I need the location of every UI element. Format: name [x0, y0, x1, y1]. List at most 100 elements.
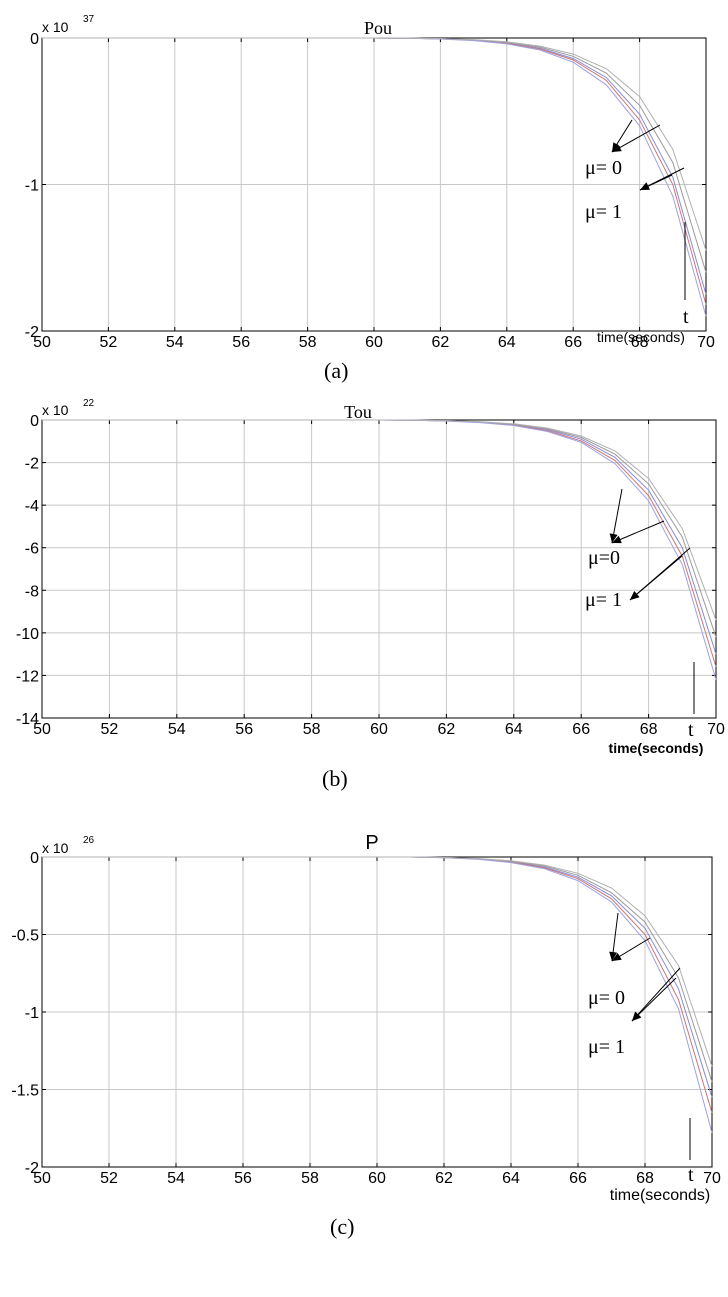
x-tick-label: 50: [33, 721, 51, 738]
exponent-base: x 10: [42, 402, 69, 418]
chart-a: 50 52 54 56 58 60 62 64 66 68 70 0 -1 -2 Pou x 10 37…: [25, 14, 715, 351]
annotation-arrow-line: [611, 124, 661, 153]
y-tick-label: -14: [16, 711, 39, 728]
chart-title: Pou: [364, 18, 392, 38]
exponent-base: x 10: [42, 19, 69, 35]
exponent-power: 22: [83, 398, 95, 409]
x-tick-label: 68: [640, 721, 658, 738]
mu-label-0: μ=0: [588, 547, 620, 569]
y-tick-label: 0: [30, 31, 39, 48]
grid-lines: [42, 857, 712, 1167]
arrowhead-icon: [612, 144, 622, 152]
x-tick-label: 66: [564, 334, 582, 351]
mu-label-1: μ= 1: [585, 589, 622, 611]
x-tick-label: 56: [234, 1170, 252, 1187]
annotations: [611, 119, 686, 300]
annotation-arrow-line: [611, 488, 623, 544]
x-tick-label: 58: [299, 334, 317, 351]
mu-label-1: μ= 1: [588, 1036, 625, 1058]
x-tick-label: 68: [631, 334, 649, 351]
y-tick-label: -1: [25, 178, 39, 195]
x-tick-label: 56: [232, 334, 250, 351]
caption-b: (b): [322, 766, 348, 791]
y-tick-label: -12: [16, 668, 39, 685]
chart-title: P: [365, 832, 378, 854]
annotation-arrow-line: [629, 555, 683, 601]
x-axis-label: time(seconds): [610, 1187, 710, 1204]
annotations: [609, 488, 695, 714]
arrowhead-icon: [609, 951, 618, 961]
caption-c: (c): [330, 1214, 355, 1239]
axis-ticks: [41, 419, 717, 719]
x-tick-label: 62: [432, 334, 450, 351]
y-tick-label: -8: [25, 583, 39, 600]
y-tick-labels: 0 -2 -4 -6 -8 -10 -12 -14: [16, 413, 39, 728]
mu-label-1: μ= 1: [585, 201, 622, 223]
annotation-arrow-line: [631, 967, 681, 1022]
x-tick-label: 70: [707, 721, 725, 738]
x-tick-label: 56: [235, 721, 253, 738]
x-tick-label: 66: [572, 721, 590, 738]
series-line-4: [42, 419, 717, 621]
annotations: [609, 912, 691, 1160]
arrowhead-icon: [612, 952, 622, 961]
grid-lines: [42, 38, 706, 331]
x-tick-label: 54: [168, 721, 186, 738]
y-tick-label: 0: [30, 850, 39, 867]
series-line-4: [42, 856, 713, 1067]
annotation-arrow-line: [631, 977, 677, 1022]
chart-c: 50 52 54 56 58 60 62 64 66 68 70 0 -0.5 -1 -1.5 -2 P x…: [11, 832, 721, 1204]
x-tick-label: 62: [438, 721, 456, 738]
t-label: t: [683, 306, 689, 328]
y-tick-label: -6: [25, 541, 39, 558]
x-tick-label: 68: [636, 1170, 654, 1187]
grid-lines: [42, 420, 716, 718]
x-tick-label: 52: [100, 1170, 118, 1187]
x-tick-label: 52: [100, 334, 118, 351]
y-tick-label: -2: [25, 456, 39, 473]
x-tick-labels: 50 52 54 56 58 60 62 64 66 68 70: [33, 334, 715, 351]
x-tick-label: 64: [498, 334, 516, 351]
y-tick-label: -10: [16, 626, 39, 643]
exponent-power: 37: [83, 14, 95, 25]
data-series: [42, 856, 713, 1134]
chart-title: Tou: [344, 402, 372, 422]
exponent-power: 26: [83, 835, 95, 846]
x-tick-label: 52: [101, 721, 119, 738]
x-tick-labels: 50 52 54 56 58 60 62 64 66 68 70: [33, 721, 725, 738]
arrowhead-icon: [630, 591, 640, 600]
x-tick-label: 58: [301, 1170, 319, 1187]
t-label: t: [688, 719, 694, 741]
y-tick-label: -2: [25, 1160, 39, 1177]
x-tick-label: 62: [435, 1170, 453, 1187]
x-tick-label: 66: [569, 1170, 587, 1187]
y-tick-label: -1.5: [11, 1083, 39, 1100]
data-series: [42, 37, 707, 317]
annotation-arrow-line: [611, 520, 665, 544]
data-series: [42, 419, 717, 680]
arrowhead-icon: [640, 182, 650, 190]
x-tick-label: 54: [167, 1170, 185, 1187]
y-tick-label: -1: [25, 1005, 39, 1022]
axis-ticks: [41, 37, 707, 332]
mu-label-0: μ= 0: [588, 987, 625, 1009]
x-tick-labels: 50 52 54 56 58 60 62 64 66 68 70: [33, 1170, 721, 1187]
y-tick-label: 0: [30, 413, 39, 430]
y-tick-label: -0.5: [11, 928, 39, 945]
x-tick-label: 70: [697, 334, 715, 351]
y-tick-label: -4: [25, 498, 39, 515]
t-label: t: [688, 1164, 694, 1186]
x-tick-label: 64: [505, 721, 523, 738]
x-axis-label: time(seconds): [597, 329, 685, 345]
mu-label-0: μ= 0: [585, 157, 622, 179]
chart-b: 50 52 54 56 58 60 62 64 66 68 70 0 -2 -4 -6 -8 -10 -12 -1…: [16, 398, 725, 756]
caption-a: (a): [324, 358, 349, 383]
x-tick-label: 60: [368, 1170, 386, 1187]
x-tick-label: 58: [303, 721, 321, 738]
arrowhead-icon: [609, 533, 618, 543]
x-tick-label: 60: [365, 334, 383, 351]
x-tick-label: 50: [33, 1170, 51, 1187]
series-line-4: [42, 37, 707, 251]
exponent-base: x 10: [42, 840, 69, 856]
arrowhead-icon: [612, 535, 622, 544]
